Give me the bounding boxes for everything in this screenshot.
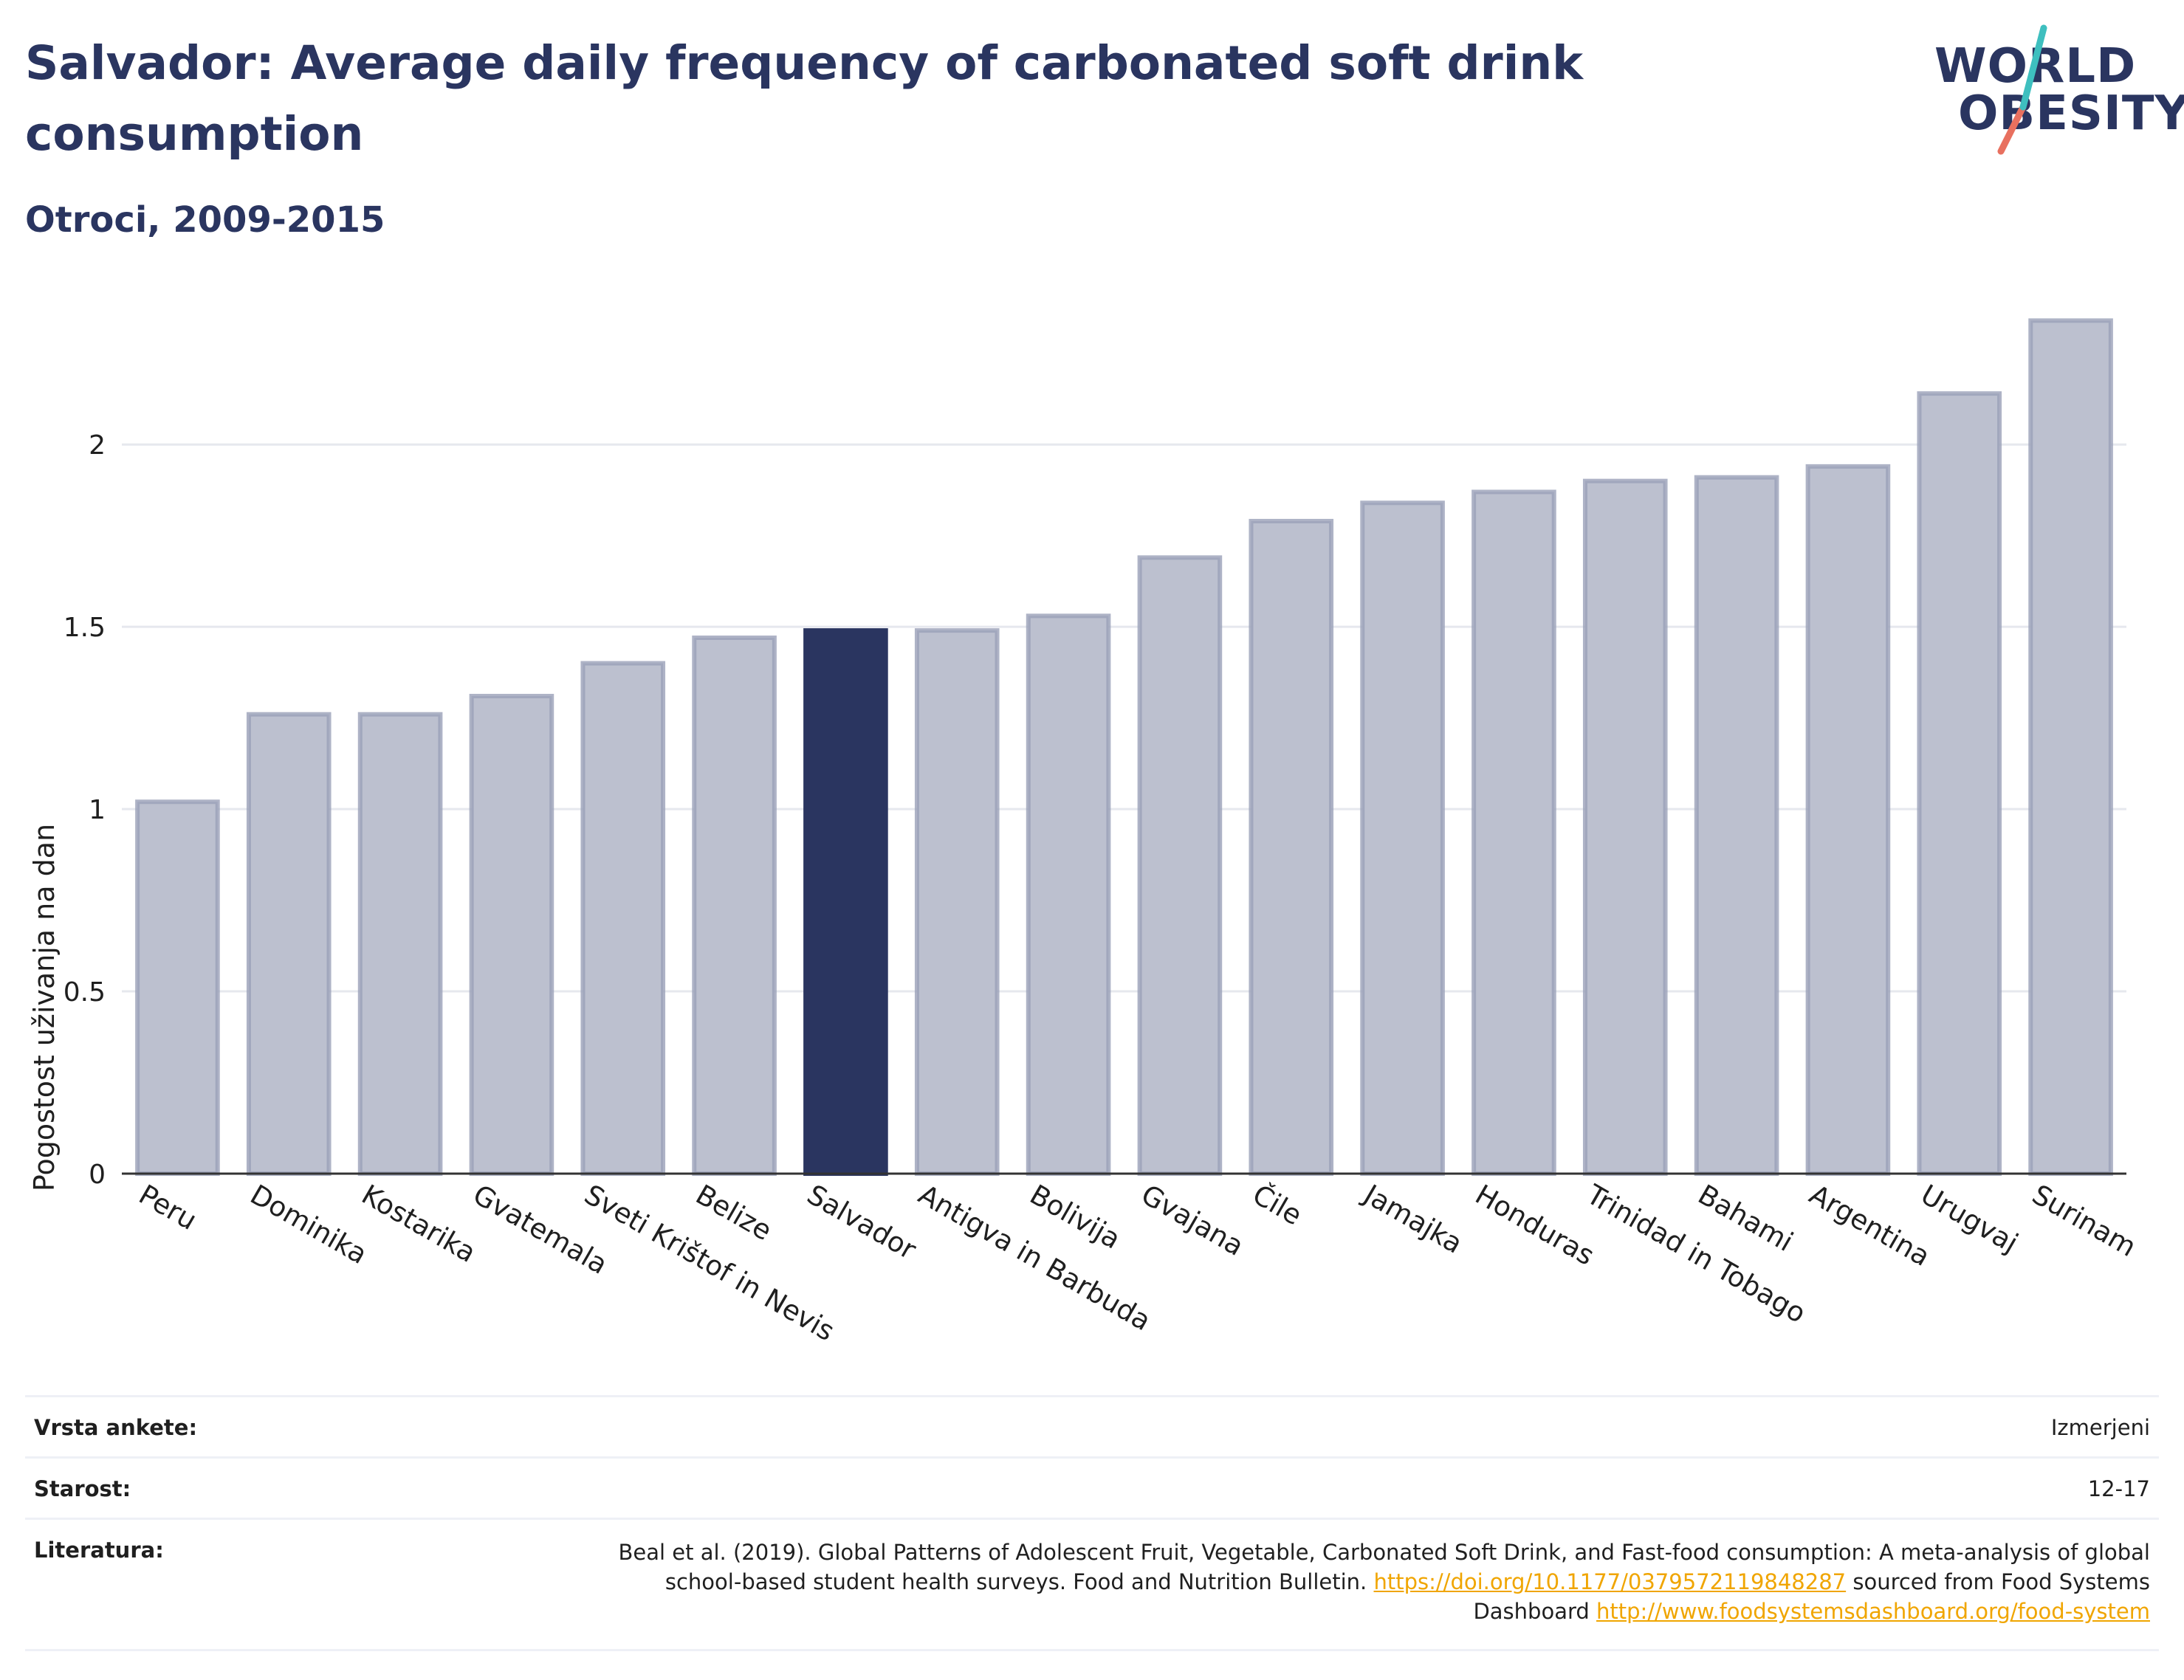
chart-subtitle: Otroci, 2009-2015 [25, 199, 385, 241]
reference-text: Beal et al. (2019). Global Patterns of A… [618, 1540, 2150, 1594]
bar-čile [1249, 518, 1334, 1177]
y-tick-label: 1.5 [63, 613, 106, 643]
bar-salvador [803, 628, 888, 1176]
x-tick-label: Gvajana [1136, 1179, 1249, 1262]
bar-sveti-krištof-in-nevis [580, 661, 666, 1176]
reference-label: Literatura: [34, 1538, 164, 1563]
bar-kostarika [357, 712, 443, 1176]
bar-chart: 0 0.5 1 1.5 2 Peru Dominika Kostarika Gvatemala S… [0, 280, 2184, 1388]
reference-row: Literatura: Beal et al. (2019). Global P… [25, 1518, 2159, 1651]
bar-urugvaj [1917, 391, 2002, 1176]
reference-value: Beal et al. (2019). Global Patterns of A… [600, 1538, 2150, 1626]
y-tick-label: 2 [89, 430, 106, 461]
x-tick-label: Belize [690, 1179, 777, 1247]
bar-jamajka [1360, 500, 1445, 1176]
x-tick-label: Jamajka [1357, 1178, 1468, 1260]
bar-surinam [2028, 318, 2113, 1176]
bar-antigva-in-barbuda [914, 628, 1000, 1176]
doi-link[interactable]: https://doi.org/10.1177/0379572119848287 [1373, 1569, 1847, 1594]
y-axis-label: Pogostost uživanja na dan [28, 823, 61, 1192]
y-tick-label: 0.5 [63, 977, 106, 1008]
x-tick-label: Peru [134, 1179, 202, 1236]
x-tick-label: Argentina [1804, 1179, 1935, 1273]
survey-type-row: Vrsta ankete: Izmerjeni [25, 1395, 2159, 1456]
x-tick-label: Kostarika [357, 1179, 481, 1269]
age-label: Starost: [34, 1476, 131, 1501]
food-systems-link[interactable]: http://www.foodsystemsdashboard.org/food… [1596, 1599, 2150, 1624]
bar-honduras [1472, 489, 1556, 1176]
x-tick-label: Čile [1247, 1178, 1308, 1232]
age-row: Starost: 12-17 [25, 1456, 2159, 1518]
logo-line-2: OBESITY [1958, 86, 2184, 141]
info-table: Vrsta ankete: Izmerjeni Starost: 12-17 L… [25, 1395, 2159, 1651]
bar-gvajana [1137, 555, 1223, 1176]
reference-source-text: sourced from Food Systems Dashboard [1473, 1569, 2150, 1624]
bar-dominika [246, 712, 332, 1176]
chart-title: Salvador: Average daily frequency of car… [25, 36, 1584, 161]
bar-gvatemala [469, 694, 554, 1176]
age-value: 12-17 [2087, 1476, 2150, 1501]
world-obesity-logo: WORLD OBESITY [1920, 22, 2184, 155]
y-tick-label: 0 [89, 1160, 106, 1190]
bar-bahami [1694, 475, 1779, 1177]
y-tick-label: 1 [89, 795, 106, 825]
x-tick-label: Dominika [245, 1179, 373, 1271]
x-tick-label: Honduras [1470, 1179, 1600, 1272]
bar-trinidad-in-tobago [1582, 478, 1668, 1177]
logo-slash-icon [1997, 24, 2047, 155]
x-tick-label: Salvador [802, 1179, 922, 1267]
bar-belize [692, 636, 777, 1176]
bar-bolivija [1026, 613, 1111, 1176]
x-tick-label: Surinam [2027, 1179, 2141, 1264]
bar-argentina [1805, 464, 1891, 1176]
survey-type-label: Vrsta ankete: [34, 1415, 198, 1440]
bar-peru [135, 799, 220, 1176]
survey-type-value: Izmerjeni [2050, 1415, 2150, 1440]
